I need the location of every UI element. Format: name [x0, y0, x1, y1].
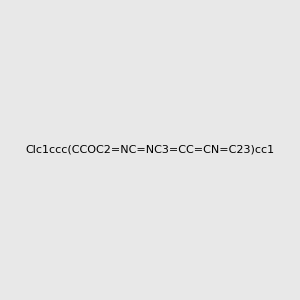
Text: Clc1ccc(CCOC2=NC=NC3=CC=CN=C23)cc1: Clc1ccc(CCOC2=NC=NC3=CC=CN=C23)cc1 [26, 145, 275, 155]
